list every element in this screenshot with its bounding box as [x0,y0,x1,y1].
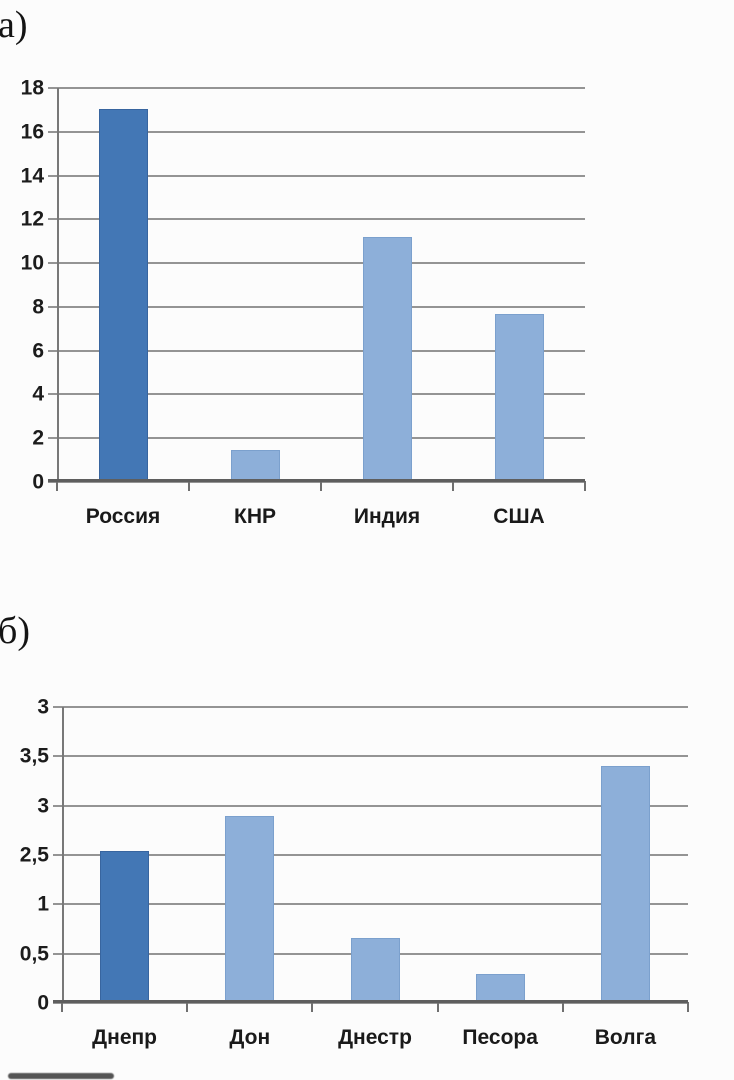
x-axis-tick [436,1002,439,1012]
gridline [48,305,585,308]
x-axis-tick [311,1002,314,1012]
x-axis-category-label: Дон [229,1026,271,1049]
y-axis-tick-label: 16 [20,120,44,144]
x-axis-line [48,479,585,482]
gridline [48,437,585,440]
x-axis-category-label: Днепр [92,1026,158,1049]
y-axis-tick-label: 6 [32,339,44,363]
y-axis-tick-label: 3,5 [19,744,49,768]
y-axis-tick-label: 12 [20,207,44,231]
scan-artifact-mark [8,1073,114,1079]
bar-1 [98,108,148,481]
x-axis-tick [561,1002,564,1012]
gridline [48,349,585,352]
y-axis-tick-label: 0,5 [19,942,49,966]
y-axis-tick-label: 0 [32,470,44,494]
bar-3 [350,937,400,1002]
x-axis-tick [61,1002,63,1012]
gridline [53,804,688,807]
x-axis-category-label: КНР [234,505,276,528]
x-axis-tick [687,1002,689,1012]
bar-5 [600,766,650,1002]
y-axis-tick-label: 2,5 [19,843,49,867]
panel-label-a: а) [0,4,28,46]
y-axis-tick-label: 8 [32,295,44,319]
y-axis-tick-label: 3 [37,794,49,818]
gridline [53,1002,688,1004]
x-axis-line [53,1000,688,1003]
gridline [53,755,688,758]
y-axis-tick-label: 3 [37,695,49,719]
x-axis-category-label: Индия [353,505,421,528]
x-axis-tick [584,481,586,491]
gridline [48,174,585,177]
gridline [48,130,585,133]
gridline [48,481,585,483]
y-axis-tick-label: 18 [20,76,44,100]
x-axis-tick [188,481,190,491]
y-axis-tick-label: 14 [20,164,44,188]
x-axis-tick [320,481,322,491]
gridline [48,87,585,89]
gridline [48,262,585,265]
x-axis-category-label: Волга [594,1026,657,1049]
y-axis-line [62,707,64,1003]
y-axis-tick-label: 2 [32,426,44,450]
bar-4 [494,314,544,481]
x-axis-category-label: Песора [462,1026,538,1049]
x-axis-tick [452,481,454,491]
y-axis-tick-label: 0 [37,991,49,1015]
y-axis-tick-label: 10 [20,251,44,275]
panel-label-b: б) [0,610,30,652]
gridline [48,393,585,396]
gridline [53,706,688,708]
chart-a-plot-area: 18 16 14 12 10 8 6 4 2 0 Россия КНР Индия США [21,78,586,527]
chart-b-plot-area: 3 3,5 3 2,5 1 0,5 0 Днепр Дон Днестр Песора Волга [20,697,689,1048]
x-axis-tick [56,481,58,491]
y-axis-tick-label: 4 [32,382,44,406]
x-axis-category-label: Россия [85,505,161,528]
x-axis-category-label: Днестр [338,1026,412,1049]
y-axis-line [57,88,59,482]
bar-2 [230,449,280,481]
bar-1 [100,851,150,1002]
x-axis-category-label: США [493,505,545,528]
x-axis-tick [186,1002,189,1012]
bar-4 [475,973,525,1002]
y-axis-tick-label: 1 [37,892,49,916]
gridline [53,903,688,906]
gridline [48,218,585,221]
bar-3 [362,236,412,481]
bar-2 [225,816,275,1002]
gridline [53,854,688,856]
